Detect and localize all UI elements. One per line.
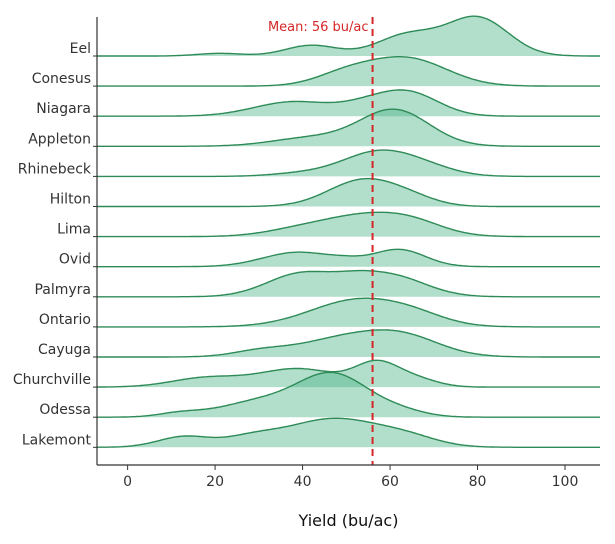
category-label-hilton: Hilton — [50, 192, 91, 208]
ridge-area-eel — [97, 16, 600, 56]
category-label-odessa: Odessa — [39, 402, 91, 418]
ridge-line-conesus — [97, 56, 600, 87]
x-axis-title: Yield (bu/ac) — [298, 511, 399, 530]
x-tick-label-20: 20 — [206, 474, 224, 490]
x-tick-label-40: 40 — [294, 474, 312, 490]
ridge-line-niagara — [97, 89, 600, 117]
ridge-line-ontario — [97, 297, 600, 328]
x-axis-ticks: 0 20 40 60 80 100 — [123, 465, 578, 490]
ridge-line-cayuga — [97, 329, 600, 358]
category-label-ovid: Ovid — [59, 252, 91, 268]
category-label-lakemont: Lakemont — [22, 432, 92, 448]
ridge-line-ovid — [97, 248, 600, 268]
x-tick-label-100: 100 — [552, 474, 579, 490]
ridge-area-rhinebeck — [97, 150, 600, 177]
ridges-group — [96, 15, 600, 448]
ridge-line-odessa — [97, 371, 600, 418]
ridge-line-churchville — [97, 359, 600, 388]
category-label-palmyra: Palmyra — [34, 282, 91, 298]
ridge-line-lima — [97, 211, 600, 238]
x-tick-label-80: 80 — [469, 474, 487, 490]
x-tick-label-60: 60 — [381, 474, 399, 490]
ridge-line-palmyra — [97, 269, 600, 298]
ridge-area-ovid — [97, 249, 600, 267]
category-label-ontario: Ontario — [39, 312, 91, 328]
category-label-conesus: Conesus — [32, 71, 91, 87]
mean-label: Mean: 56 bu/ac — [268, 20, 369, 35]
ridge-area-conesus — [97, 56, 600, 87]
x-tick-label-0: 0 — [123, 474, 132, 490]
ridge-area-hilton — [97, 178, 600, 207]
ridge-area-odessa — [97, 372, 600, 418]
ridge-line-eel — [97, 15, 600, 57]
ridge-line-hilton — [97, 177, 600, 208]
ridge-line-rhinebeck — [97, 149, 600, 178]
category-label-rhinebeck: Rhinebeck — [18, 161, 92, 177]
category-label-eel: Eel — [70, 41, 91, 57]
category-label-cayuga: Cayuga — [38, 342, 91, 358]
ridge-area-churchville — [97, 360, 600, 388]
category-label-appleton: Appleton — [28, 131, 91, 147]
category-labels: Eel Conesus Niagara Appleton Rhinebeck Hilton… — [13, 41, 97, 448]
ridge-area-niagara — [97, 90, 600, 117]
ridge-area-ontario — [97, 298, 600, 327]
category-label-churchville: Churchville — [13, 372, 91, 388]
category-label-lima: Lima — [57, 222, 91, 238]
ridge-area-appleton — [97, 109, 600, 147]
ridge-line-appleton — [97, 108, 600, 147]
ridge-area-lima — [97, 212, 600, 237]
category-label-niagara: Niagara — [36, 101, 91, 117]
ridge-line-lakemont — [96, 417, 600, 448]
ridge-area-lakemont — [97, 418, 600, 448]
ridge-area-palmyra — [97, 270, 600, 297]
ridge-area-cayuga — [97, 329, 600, 357]
